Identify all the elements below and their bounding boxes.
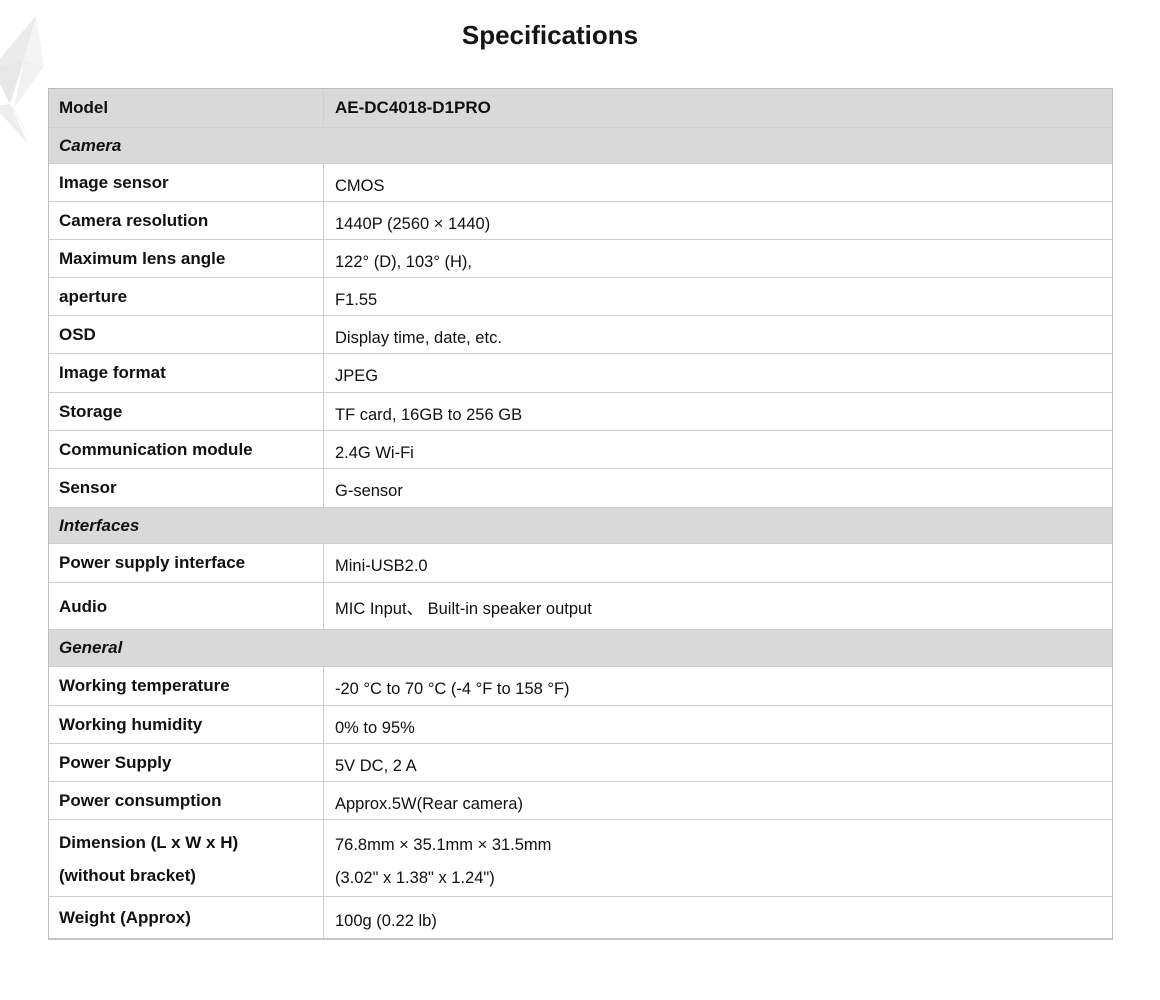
spec-value-cell: Display time, date, etc. [335, 329, 502, 347]
spec-label-cell: Power consumption [49, 782, 324, 819]
spec-value-cell: Mini-USB2.0 [335, 557, 428, 575]
table-row: Camera resolution 1440P (2560 × 1440) [49, 201, 1112, 239]
section-title: General [59, 638, 123, 657]
spec-label-cell: Power supply interface [49, 544, 324, 582]
spec-value-cell: 0% to 95% [335, 719, 415, 737]
spec-value-cell: AE-DC4018-D1PRO [324, 89, 1112, 127]
spec-value-cell: 2.4G Wi-Fi [335, 444, 414, 462]
table-row: Image format JPEG [49, 353, 1112, 392]
spec-value-cell: TF card, 16GB to 256 GB [335, 406, 523, 424]
specifications-table: Model AE-DC4018-D1PRO Camera Image sensor CM… [48, 88, 1113, 940]
spec-value-cell: Approx.5W(Rear camera) [335, 795, 523, 813]
spec-label-cell: Storage [49, 393, 324, 430]
section-header-row: General [49, 629, 1112, 666]
table-row: Maximum lens angle 122° (D), 103° (H), [49, 239, 1112, 277]
section-header-row: Interfaces [49, 507, 1112, 543]
spec-value-cell: CMOS [335, 177, 385, 195]
spec-label-cell: OSD [49, 316, 324, 353]
table-row: Power supply interface Mini-USB2.0 [49, 543, 1112, 582]
table-row: Communication module 2.4G Wi-Fi [49, 430, 1112, 468]
table-row: aperture F1.55 [49, 277, 1112, 315]
spec-value-cell: 76.8mm × 35.1mm × 31.5mm (3.02" x 1.38" … [335, 836, 552, 887]
spec-label-cell: Working temperature [49, 667, 324, 705]
spec-value-cell: 1440P (2560 × 1440) [335, 215, 491, 233]
page-title: Specifications [461, 20, 639, 50]
table-row: Working temperature -20 °C to 70 °C (-4 °… [49, 666, 1112, 705]
table-row: Dimension (L x W x H) (without bracket) 7… [49, 819, 1112, 896]
table-row: OSD Display time, date, etc. [49, 315, 1112, 353]
table-row: Power consumption Approx.5W(Rear camera) [49, 781, 1112, 819]
section-header-row: Camera [49, 127, 1112, 163]
table-row: Working humidity 0% to 95% [49, 705, 1112, 743]
table-row: Model AE-DC4018-D1PRO [49, 89, 1112, 127]
spec-label-cell: Audio [49, 583, 324, 629]
spec-value-cell: JPEG [335, 367, 379, 385]
section-title: Interfaces [59, 516, 140, 535]
spec-value-cell: 100g (0.22 lb) [335, 912, 437, 930]
spec-label-cell: Maximum lens angle [49, 240, 324, 277]
table-row: Audio MIC Input、 Built-in speaker output [49, 582, 1112, 629]
spec-value-cell: F1.55 [335, 291, 378, 309]
spec-label-cell: Communication module [49, 431, 324, 468]
spec-label-cell: Dimension (L x W x H) (without bracket) [49, 820, 324, 896]
spec-label-cell: Image sensor [49, 164, 324, 201]
spec-label-cell: Sensor [49, 469, 324, 507]
table-row: Sensor G-sensor [49, 468, 1112, 507]
spec-value-cell: -20 °C to 70 °C (-4 °F to 158 °F) [335, 680, 570, 698]
spec-label-cell: Working humidity [49, 706, 324, 743]
table-row: Storage TF card, 16GB to 256 GB [49, 392, 1112, 430]
table-row: Weight (Approx) 100g (0.22 lb) [49, 896, 1112, 938]
spec-label-cell: aperture [49, 278, 324, 315]
spec-label-cell: Power Supply [49, 744, 324, 781]
section-title: Camera [59, 136, 122, 155]
spec-value-cell: 5V DC, 2 A [335, 757, 417, 775]
spec-label-cell: Model [49, 89, 324, 127]
spec-value-cell: MIC Input、 Built-in speaker output [335, 600, 592, 618]
spec-value-cell: 122° (D), 103° (H), [335, 253, 472, 271]
spec-label-cell: Image format [49, 354, 324, 392]
spec-label-cell: Weight (Approx) [49, 897, 324, 938]
spec-value-cell: G-sensor [335, 482, 403, 500]
table-row: Image sensor CMOS [49, 163, 1112, 201]
spec-label-cell: Camera resolution [49, 202, 324, 239]
table-row: Power Supply 5V DC, 2 A [49, 743, 1112, 781]
